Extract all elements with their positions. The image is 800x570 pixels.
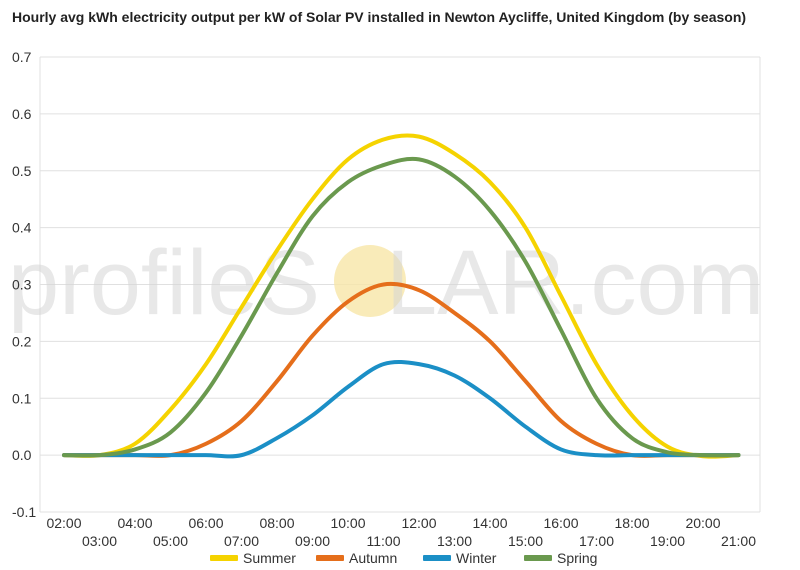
y-tick-label: 0.2	[12, 333, 32, 349]
x-tick-label: 14:00	[472, 515, 507, 531]
x-tick-label: 15:00	[508, 533, 543, 549]
series-line-winter	[62, 359, 741, 459]
y-tick-label: -0.1	[12, 504, 36, 520]
x-tick-label: 06:00	[188, 515, 223, 531]
x-tick-label: 11:00	[367, 533, 401, 549]
axis-labels: -0.1 0.0 0.1 0.2 0.3 0.4 0.5 0.6 0.7 02:0003:0004…	[12, 49, 756, 549]
chart-title: Hourly avg kWh electricity output per kW…	[12, 9, 747, 25]
y-tick-label: 0.0	[12, 447, 32, 463]
series-line-spring	[62, 156, 741, 458]
legend-swatch-autumn	[316, 555, 344, 561]
legend-swatch-summer	[210, 555, 238, 561]
legend-label-winter: Winter	[456, 550, 497, 566]
x-tick-label: 05:00	[153, 533, 188, 549]
y-tick-label: 0.1	[12, 390, 32, 406]
legend: Summer Autumn Winter Spring	[210, 550, 597, 566]
x-tick-label: 19:00	[650, 533, 685, 549]
x-tick-label: 02:00	[46, 515, 81, 531]
x-tick-label: 08:00	[259, 515, 294, 531]
y-tick-label: 0.7	[12, 49, 32, 65]
x-tick-label: 12:00	[401, 515, 436, 531]
x-tick-label: 13:00	[437, 533, 472, 549]
y-tick-label: 0.4	[12, 220, 32, 236]
watermark-text: profileS LAR.com	[8, 232, 764, 334]
gridlines	[39, 56, 761, 513]
legend-label-spring: Spring	[557, 550, 597, 566]
x-tick-label: 20:00	[685, 515, 720, 531]
y-tick-label: 0.3	[12, 277, 32, 293]
x-tick-label: 16:00	[543, 515, 578, 531]
legend-label-autumn: Autumn	[349, 550, 397, 566]
x-tick-label: 18:00	[614, 515, 649, 531]
x-tick-label: 03:00	[82, 533, 117, 549]
legend-label-summer: Summer	[243, 550, 296, 566]
x-tick-label: 07:00	[224, 533, 259, 549]
series-line-summer	[62, 133, 741, 459]
x-tick-label: 04:00	[117, 515, 152, 531]
x-tick-label: 10:00	[330, 515, 365, 531]
x-tick-label: 17:00	[579, 533, 614, 549]
series-lines	[62, 133, 741, 459]
legend-swatch-winter	[423, 555, 451, 561]
legend-swatch-spring	[524, 555, 552, 561]
x-tick-label: 09:00	[295, 533, 330, 549]
y-tick-label: 0.6	[12, 106, 32, 122]
y-tick-label: 0.5	[12, 163, 32, 179]
x-tick-label: 21:00	[721, 533, 756, 549]
